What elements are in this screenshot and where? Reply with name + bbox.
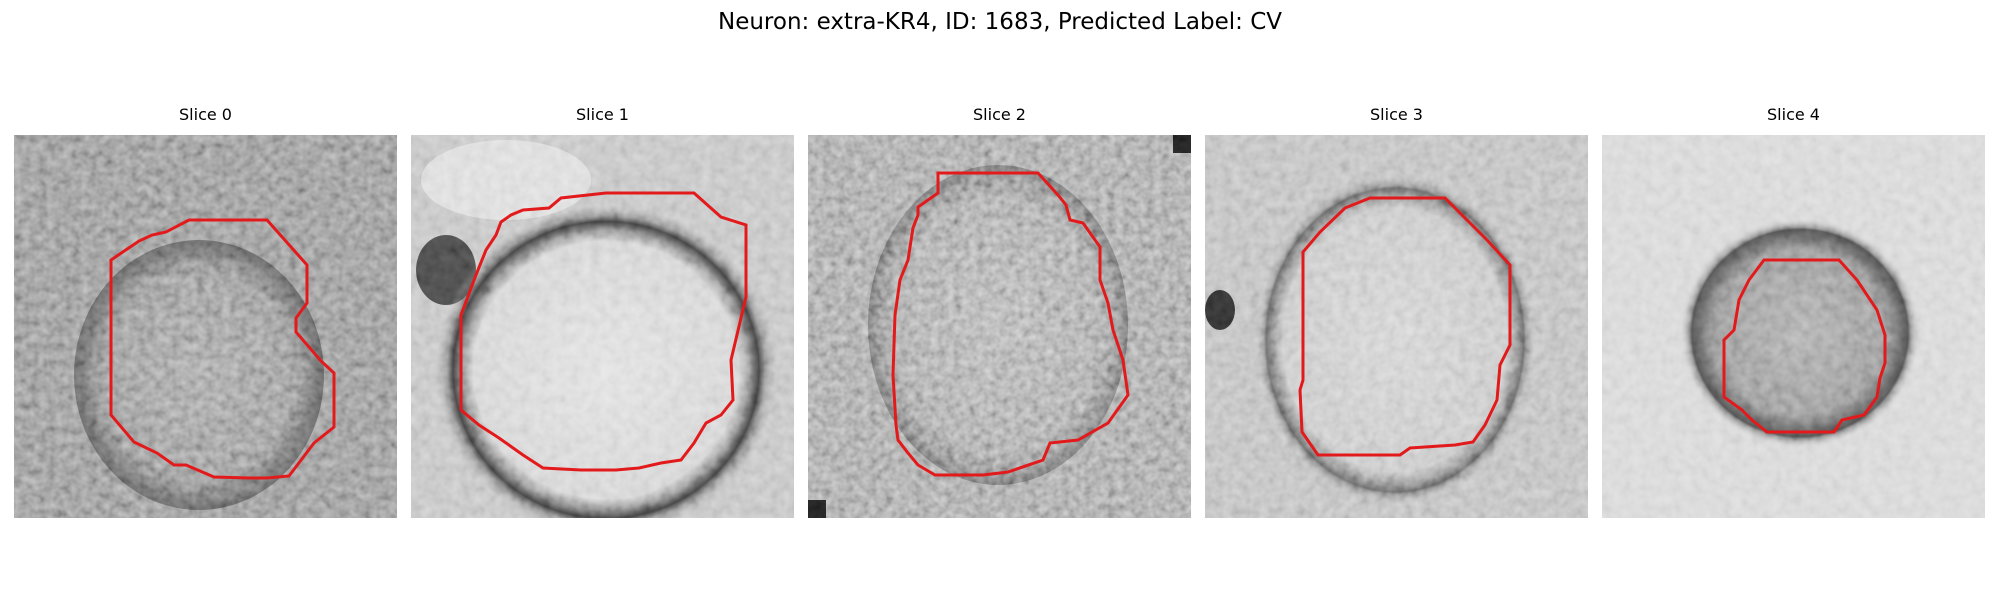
slice-title-2: Slice 2 (973, 105, 1026, 124)
slice-panel-3: Slice 3 (1205, 105, 1588, 533)
slice-title-3: Slice 3 (1370, 105, 1423, 124)
slice-panel-4: Slice 4 (1602, 105, 1985, 533)
cell-outline-2 (891, 171, 1130, 477)
slice-panel-1: Slice 1 (411, 105, 794, 533)
slice-image-4 (1602, 135, 1985, 518)
slice-image-1 (411, 135, 794, 518)
cell-outline-3 (1298, 196, 1512, 457)
cell-outline-4 (1722, 258, 1887, 434)
cell-outline-0 (109, 218, 336, 480)
slice-panel-2: Slice 2 (808, 105, 1191, 533)
slice-image-0 (14, 135, 397, 518)
slice-image-2 (808, 135, 1191, 518)
slice-title-1: Slice 1 (576, 105, 629, 124)
slice-title-4: Slice 4 (1767, 105, 1820, 124)
slice-title-0: Slice 0 (179, 105, 232, 124)
figure-title: Neuron: extra-KR4, ID: 1683, Predicted L… (717, 9, 1283, 35)
slice-image-3 (1205, 135, 1588, 518)
cell-outline-1 (459, 191, 748, 472)
slice-panel-0: Slice 0 (14, 105, 397, 533)
